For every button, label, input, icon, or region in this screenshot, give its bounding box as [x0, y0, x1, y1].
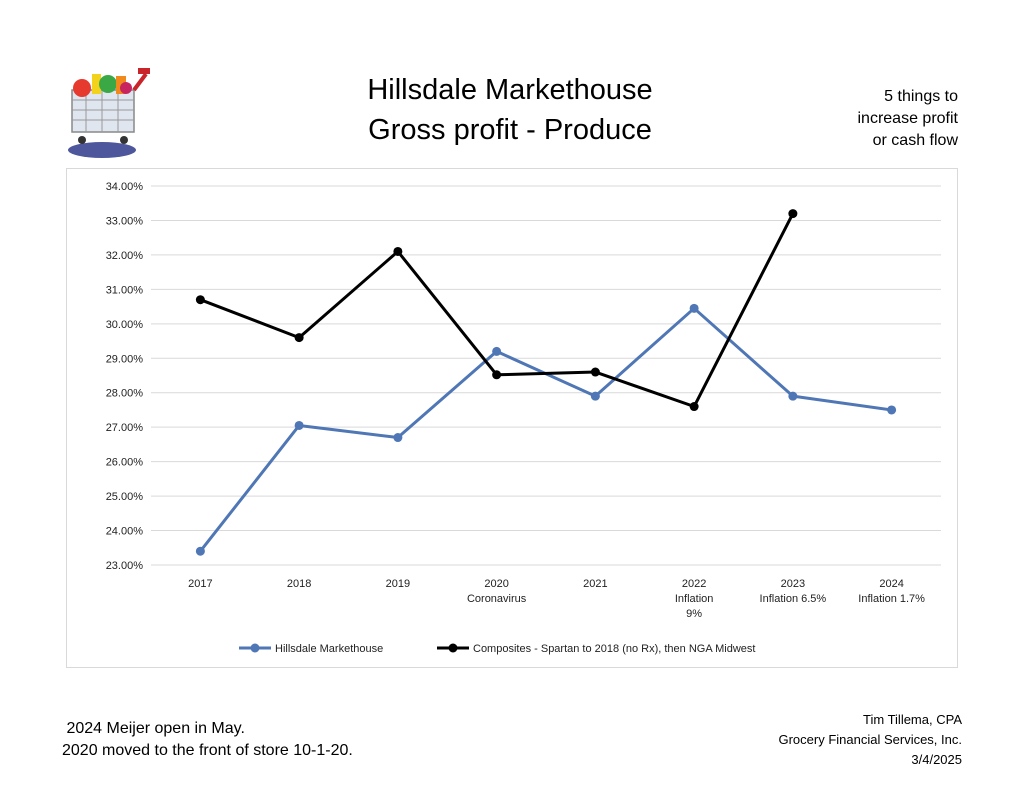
y-tick-label: 24.00%	[106, 526, 144, 538]
y-tick-label: 31.00%	[106, 284, 144, 296]
x-tick-label: 2024	[879, 578, 903, 590]
side-note: 5 things to increase profit or cash flow	[758, 86, 959, 152]
y-tick-label: 33.00%	[106, 215, 144, 227]
data-point	[788, 209, 798, 219]
data-point	[294, 333, 304, 343]
data-point	[492, 346, 502, 356]
chart-frame: 23.00% 24.00% 25.00% 26.00% 27.00% 28.00% 29.0…	[66, 168, 958, 668]
title-line-2: Gross profit - Produce	[368, 114, 652, 146]
x-tick-label: 2021	[583, 578, 607, 590]
line-chart: 23.00% 24.00% 25.00% 26.00% 27.00% 28.00% 29.0…	[106, 181, 941, 655]
data-point	[788, 391, 798, 401]
side-note-line-2: increase profit	[857, 110, 959, 127]
y-tick-label: 28.00%	[106, 388, 144, 400]
data-point	[195, 546, 205, 556]
y-tick-label: 23.00%	[106, 560, 144, 572]
footer-note-2: 2020 moved to the front of store 10-1-20…	[62, 742, 353, 759]
data-point	[195, 295, 205, 305]
author-name: Tim Tillema, CPA	[863, 712, 962, 727]
x-tick-label: 2022	[682, 578, 706, 590]
x-tick-label: 2020	[484, 578, 508, 590]
footer-credits: Tim Tillema, CPA Grocery Financial Servi…	[778, 710, 962, 770]
y-tick-label: 25.00%	[106, 491, 144, 503]
data-point	[294, 420, 304, 430]
page-title: Hillsdale Markethouse Gross profit - Pro…	[300, 70, 720, 150]
legend-swatch-marker	[448, 643, 458, 653]
footer-notes: 2024 Meijer open in May. 2020 moved to t…	[62, 718, 353, 762]
footer-note-1: 2024 Meijer open in May.	[62, 720, 245, 737]
data-point	[590, 391, 600, 401]
data-point	[590, 367, 600, 377]
y-tick-label: 27.00%	[106, 422, 144, 434]
series-line-1	[199, 306, 892, 553]
data-point	[492, 370, 502, 380]
legend-label-2: Composites - Spartan to 2018 (no Rx), th…	[473, 643, 755, 655]
data-point	[393, 433, 403, 443]
title-line-1: Hillsdale Markethouse	[367, 74, 653, 106]
data-point	[689, 303, 699, 313]
y-tick-label: 30.00%	[106, 319, 144, 331]
data-point	[689, 402, 699, 412]
x-tick-label: 2017	[188, 578, 212, 590]
legend-label-1: Hillsdale Markethouse	[275, 643, 383, 655]
side-note-line-1: 5 things to	[884, 88, 958, 105]
y-tick-label: 32.00%	[106, 250, 144, 262]
x-tick-sublabel: Inflation 6.5%	[760, 593, 827, 605]
side-note-line-3: or cash flow	[872, 132, 958, 149]
legend-swatch-marker	[250, 643, 260, 653]
x-tick-label: 2019	[386, 578, 410, 590]
x-tick-label: 2018	[287, 578, 311, 590]
x-tick-sublabel: Inflation 1.7%	[858, 593, 925, 605]
data-point	[887, 405, 897, 415]
shopping-cart-icon	[64, 60, 154, 160]
report-date: 3/4/2025	[911, 752, 962, 767]
x-tick-label: 2023	[781, 578, 805, 590]
y-tick-label: 34.00%	[106, 181, 144, 193]
y-tick-label: 26.00%	[106, 457, 144, 469]
company-name: Grocery Financial Services, Inc.	[778, 732, 962, 747]
data-point	[393, 246, 403, 256]
x-tick-sublabel: Inflation	[675, 593, 714, 605]
x-tick-sublabel: Coronavirus	[467, 593, 527, 605]
y-tick-label: 29.00%	[106, 353, 144, 365]
x-tick-sublabel: 9%	[686, 608, 702, 620]
